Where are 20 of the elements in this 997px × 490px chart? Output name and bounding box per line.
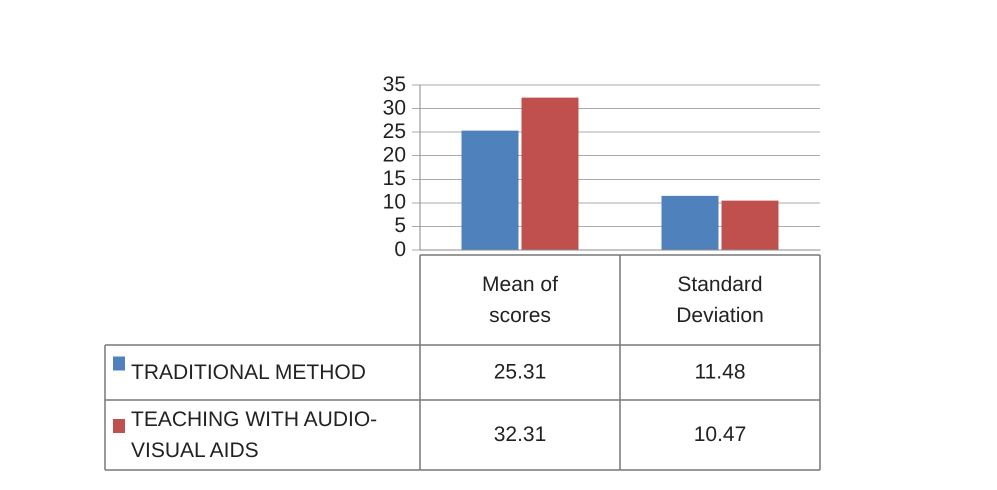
x-tick-label: Mean of scores (481, 272, 559, 329)
y-tick-label: 15 (382, 167, 406, 190)
data-label: 10.47 (694, 422, 746, 446)
y-tick-label: 35 (382, 72, 406, 96)
x-tick-label: Standard Deviation (675, 272, 765, 329)
data-label: 25.31 (494, 360, 546, 384)
legend-label: TRADITIONAL METHOD (131, 360, 366, 386)
bar (662, 196, 718, 250)
y-tick-label: 0 (394, 238, 406, 261)
data-label: 32.31 (494, 422, 546, 446)
bar (722, 200, 778, 250)
legend-label: TEACHING WITH AUDIO-VISUAL AIDS (131, 406, 378, 464)
y-tick-label: 20 (382, 144, 406, 167)
bar (462, 130, 518, 250)
y-tick-label: 30 (382, 96, 406, 120)
data-label: 11.48 (694, 360, 746, 384)
y-tick-label: 10 (382, 190, 406, 214)
y-tick-label: 5 (394, 214, 406, 238)
y-tick-label: 25 (382, 120, 406, 143)
bar (522, 98, 578, 250)
